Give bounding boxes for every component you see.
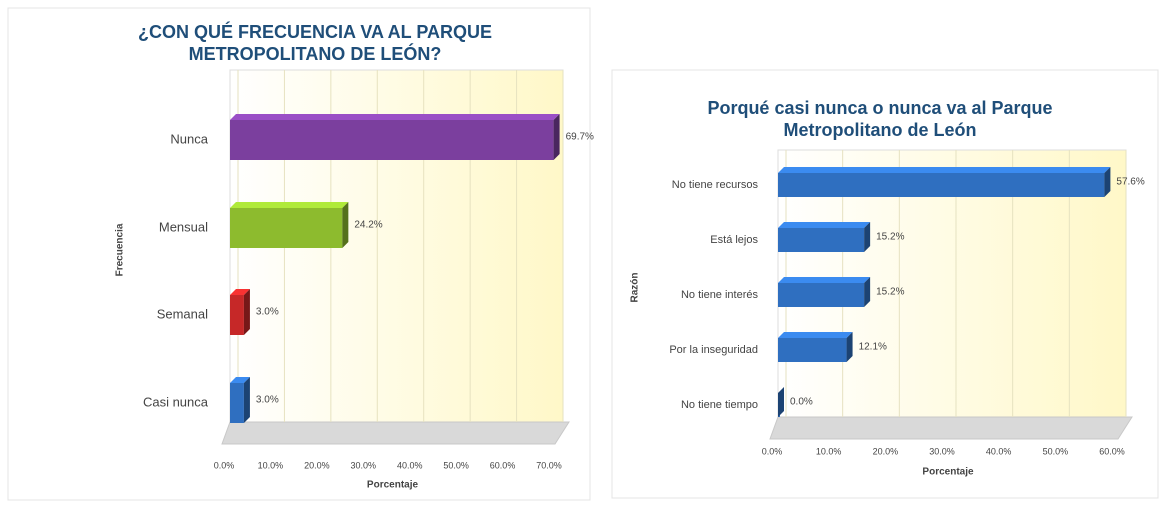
bar-top [778, 277, 871, 283]
bar [230, 295, 244, 335]
bar [778, 338, 847, 362]
category-label: Casi nunca [143, 394, 209, 409]
x-tick-label: 0.0% [762, 446, 783, 456]
bar-top [230, 377, 250, 383]
bar [778, 283, 865, 307]
x-tick-label: 20.0% [873, 446, 899, 456]
category-label: Por la inseguridad [669, 344, 758, 356]
bar-top [230, 202, 349, 208]
bar [230, 383, 244, 423]
value-label: 0.0% [790, 397, 813, 408]
x-tick-label: 50.0% [443, 460, 469, 470]
category-label: No tiene tiempo [681, 399, 758, 411]
x-tick-label: 60.0% [490, 460, 516, 470]
x-axis-label: Porcentaje [367, 480, 419, 491]
value-label: 24.2% [354, 220, 382, 231]
category-label: No tiene recursos [672, 179, 759, 191]
bar-top [230, 114, 560, 120]
value-label: 3.0% [256, 395, 279, 406]
chart-title: ¿CON QUÉ FRECUENCIA VA AL PARQUE METROPO… [137, 22, 492, 64]
category-label: Mensual [159, 219, 208, 234]
bar-end [243, 377, 250, 423]
x-tick-label: 40.0% [986, 446, 1012, 456]
x-tick-label: 40.0% [397, 460, 423, 470]
x-tick-label: 0.0% [214, 460, 235, 470]
x-axis-label: Porcentaje [922, 467, 974, 478]
bar [230, 120, 554, 160]
x-tick-label: 30.0% [929, 446, 955, 456]
value-label: 12.1% [859, 342, 887, 353]
bar [230, 208, 343, 248]
bar [778, 173, 1105, 197]
y-axis-label: Razón [630, 273, 641, 303]
bar [778, 228, 865, 252]
value-label: 15.2% [876, 232, 904, 243]
bar-top [778, 332, 853, 338]
value-label: 69.7% [566, 132, 594, 143]
frame [7, 7, 591, 501]
bar-end [243, 289, 250, 335]
category-label: Semanal [157, 306, 208, 321]
value-label: 15.2% [876, 287, 904, 298]
category-label: No tiene interés [681, 289, 759, 301]
category-label: Nunca [170, 131, 208, 146]
x-tick-label: 30.0% [351, 460, 377, 470]
chart-title: Porqué casi nunca o nunca va al Parque M… [707, 98, 1053, 140]
floor [769, 416, 1133, 440]
x-tick-label: 70.0% [536, 460, 562, 470]
bar-top [778, 167, 1111, 173]
x-tick-label: 50.0% [1043, 446, 1069, 456]
bar-end [342, 202, 349, 248]
category-label: Está lejos [710, 234, 758, 246]
bar-top [778, 222, 871, 228]
bar-end [553, 114, 560, 160]
bar-end [864, 277, 871, 307]
frame [611, 69, 1159, 499]
bar-end [846, 332, 853, 362]
x-tick-label: 10.0% [258, 460, 284, 470]
x-tick-label: 20.0% [304, 460, 330, 470]
bar-end [1104, 167, 1111, 197]
bar-end [864, 222, 871, 252]
bar-top [230, 289, 250, 295]
x-tick-label: 10.0% [816, 446, 842, 456]
value-label: 3.0% [256, 307, 279, 318]
value-label: 57.6% [1116, 177, 1144, 188]
y-axis-label: Frecuencia [115, 223, 126, 276]
floor [221, 421, 570, 445]
bar-end [778, 387, 784, 417]
x-tick-label: 60.0% [1099, 446, 1125, 456]
